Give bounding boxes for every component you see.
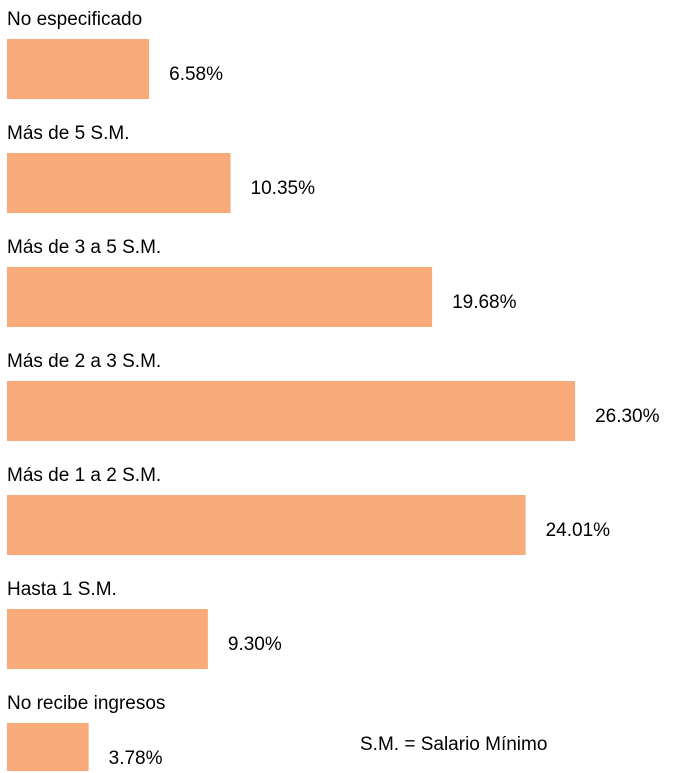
value-label: 19.68% (452, 292, 517, 313)
category-label: Más de 5 S.M. (7, 123, 130, 144)
bar (7, 495, 526, 555)
bar (7, 723, 89, 771)
value-label: 3.78% (109, 748, 163, 769)
category-label: Más de 3 a 5 S.M. (7, 237, 161, 258)
category-label: No recibe ingresos (7, 693, 165, 714)
value-label: 6.58% (169, 64, 223, 85)
annotation: S.M. = Salario Mínimo (360, 734, 547, 755)
category-label: Más de 2 a 3 S.M. (7, 351, 161, 372)
bar (7, 153, 231, 213)
bar (7, 267, 433, 327)
bar (7, 39, 150, 99)
bar (7, 381, 576, 441)
value-label: 26.30% (595, 406, 660, 427)
value-label: 10.35% (251, 178, 316, 199)
value-label: 9.30% (228, 634, 282, 655)
category-label: Hasta 1 S.M. (7, 579, 117, 600)
category-label: No especificado (7, 9, 142, 30)
value-label: 24.01% (546, 520, 611, 541)
bar (7, 609, 208, 669)
category-label: Más de 1 a 2 S.M. (7, 465, 161, 486)
